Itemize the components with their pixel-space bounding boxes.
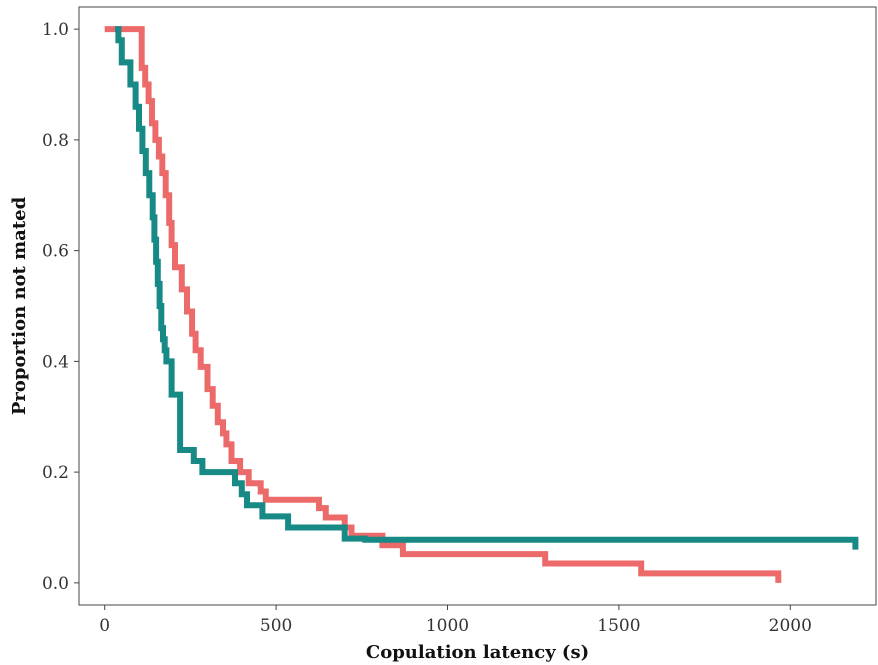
x-tick-label: 2000 bbox=[769, 616, 812, 636]
series-group bbox=[104, 26, 859, 583]
y-tick-label: 0.8 bbox=[42, 131, 69, 151]
y-tick-label: 0.2 bbox=[42, 463, 69, 483]
y-axis: 0.0 0.2 0.4 0.6 0.8 1.0 bbox=[42, 20, 79, 594]
y-tick-label: 1.0 bbox=[42, 20, 69, 40]
x-axis-title: Copulation latency (s) bbox=[366, 642, 589, 663]
x-axis: 0 500 1000 1500 2000 bbox=[99, 605, 812, 636]
y-axis-title: Proportion not mated bbox=[9, 196, 30, 415]
y-tick-label: 0.6 bbox=[42, 242, 69, 262]
y-tick-label: 0.4 bbox=[42, 352, 69, 372]
x-tick-label: 1500 bbox=[597, 616, 640, 636]
y-tick-label: 0.0 bbox=[42, 574, 69, 594]
x-tick-label: 500 bbox=[260, 616, 292, 636]
plot-frame bbox=[78, 6, 877, 606]
series-line-1 bbox=[104, 26, 782, 583]
x-tick-label: 0 bbox=[99, 616, 110, 636]
x-tick-label: 1000 bbox=[426, 616, 469, 636]
series-line-2 bbox=[115, 26, 859, 550]
